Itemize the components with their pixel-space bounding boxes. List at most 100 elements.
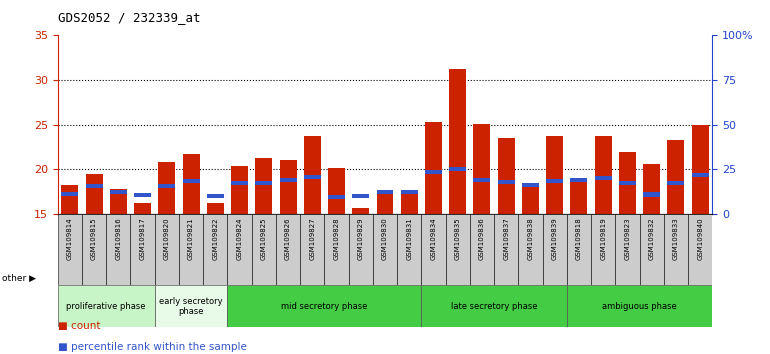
Text: GSM109825: GSM109825 <box>261 218 266 260</box>
Text: ■ percentile rank within the sample: ■ percentile rank within the sample <box>58 342 246 352</box>
Text: GSM109818: GSM109818 <box>576 218 582 261</box>
Bar <box>546 136 563 214</box>
Bar <box>425 170 442 174</box>
Bar <box>522 183 539 187</box>
Text: GSM109833: GSM109833 <box>673 218 679 261</box>
Bar <box>691 125 708 214</box>
Bar <box>425 122 442 214</box>
Bar <box>82 214 106 285</box>
Bar <box>446 214 470 285</box>
Text: GSM109840: GSM109840 <box>697 218 703 260</box>
Bar <box>328 168 345 214</box>
Bar <box>256 158 273 214</box>
Text: GSM109831: GSM109831 <box>407 218 412 261</box>
Bar <box>304 136 321 214</box>
Text: GSM109834: GSM109834 <box>430 218 437 260</box>
Bar <box>619 181 636 185</box>
Text: GSM109821: GSM109821 <box>188 218 194 260</box>
Bar <box>207 194 224 198</box>
Bar <box>110 189 127 214</box>
Text: GSM109819: GSM109819 <box>600 218 606 261</box>
Bar <box>377 192 393 214</box>
Bar <box>522 183 539 214</box>
Bar <box>571 178 588 182</box>
Bar <box>400 192 417 214</box>
Bar <box>231 166 248 214</box>
Bar <box>280 160 296 214</box>
Text: GSM109832: GSM109832 <box>648 218 654 260</box>
Bar <box>182 179 199 183</box>
Bar <box>474 178 490 182</box>
Text: ambiguous phase: ambiguous phase <box>602 302 677 311</box>
Bar <box>373 214 397 285</box>
Bar <box>300 214 324 285</box>
Text: GSM109836: GSM109836 <box>479 218 485 261</box>
Text: proliferative phase: proliferative phase <box>66 302 146 311</box>
Bar <box>567 285 712 327</box>
Bar <box>643 164 660 214</box>
Bar <box>353 208 370 214</box>
Text: GSM109839: GSM109839 <box>551 218 557 261</box>
Bar <box>567 214 591 285</box>
Bar <box>155 214 179 285</box>
Bar <box>207 202 224 214</box>
Text: mid secretory phase: mid secretory phase <box>281 302 367 311</box>
Bar <box>85 184 102 188</box>
Bar <box>159 184 176 188</box>
Bar <box>543 214 567 285</box>
Text: GSM109823: GSM109823 <box>624 218 631 260</box>
Bar <box>155 285 227 327</box>
Bar <box>227 285 421 327</box>
Bar <box>449 167 466 171</box>
Bar <box>594 136 611 214</box>
Bar <box>58 285 155 327</box>
Text: GSM109828: GSM109828 <box>333 218 340 260</box>
Bar <box>546 179 563 183</box>
Bar <box>688 214 712 285</box>
Bar <box>691 173 708 177</box>
Bar <box>256 181 273 185</box>
Bar <box>134 204 151 214</box>
Bar <box>571 177 588 214</box>
Bar <box>106 214 130 285</box>
Bar <box>518 214 543 285</box>
Bar <box>130 214 155 285</box>
Bar <box>377 190 393 194</box>
Bar <box>594 176 611 181</box>
Bar <box>619 152 636 214</box>
Bar <box>494 214 518 285</box>
Bar <box>400 190 417 194</box>
Bar <box>643 193 660 196</box>
Bar <box>449 69 466 214</box>
Text: GSM109826: GSM109826 <box>285 218 291 260</box>
Bar <box>421 285 567 327</box>
Bar <box>353 194 370 198</box>
Bar <box>58 214 82 285</box>
Bar <box>664 214 688 285</box>
Text: GSM109838: GSM109838 <box>527 218 534 261</box>
Text: GSM109830: GSM109830 <box>382 218 388 261</box>
Text: GSM109827: GSM109827 <box>310 218 315 260</box>
Bar <box>421 214 446 285</box>
Bar <box>231 181 248 185</box>
Text: GSM109817: GSM109817 <box>139 218 146 261</box>
Bar <box>62 192 79 196</box>
Bar <box>474 124 490 214</box>
Bar <box>668 181 685 185</box>
Bar <box>304 175 321 179</box>
Bar <box>615 214 640 285</box>
Text: GSM109822: GSM109822 <box>213 218 219 260</box>
Bar <box>497 180 514 184</box>
Text: GSM109835: GSM109835 <box>455 218 460 260</box>
Text: GSM109829: GSM109829 <box>358 218 363 260</box>
Bar <box>397 214 421 285</box>
Text: early secretory
phase: early secretory phase <box>159 297 223 316</box>
Text: GDS2052 / 232339_at: GDS2052 / 232339_at <box>58 11 200 24</box>
Text: GSM109816: GSM109816 <box>116 218 122 261</box>
Bar <box>668 140 685 214</box>
Bar <box>110 190 127 194</box>
Bar <box>280 178 296 182</box>
Bar <box>227 214 252 285</box>
Text: GSM109824: GSM109824 <box>236 218 243 260</box>
Bar <box>640 214 664 285</box>
